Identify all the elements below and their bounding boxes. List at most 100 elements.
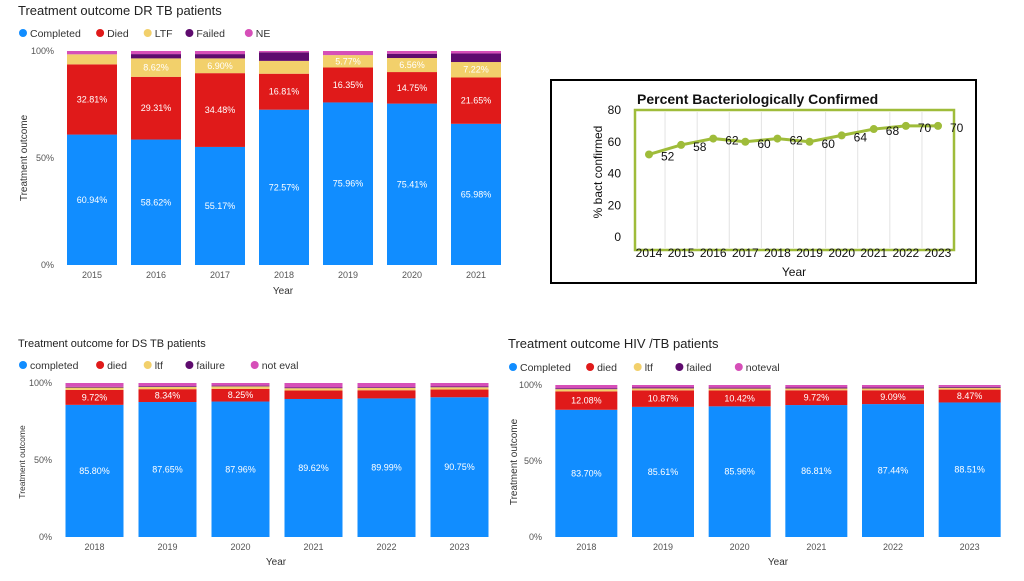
bar-segment-not-eval [211, 383, 270, 386]
data-label: 8.62% [143, 63, 169, 73]
y-tick-label: 0% [41, 260, 54, 270]
bact-point [709, 134, 718, 143]
data-label: 65.98% [461, 189, 492, 199]
hiv-x-axis-title: Year [768, 557, 789, 568]
bar-segment-died [862, 390, 924, 405]
data-label: 89.99% [371, 463, 402, 473]
bact-x-tick-label: 2014 [636, 246, 663, 260]
bact-x-tick-label: 2017 [732, 246, 759, 260]
bar-segment-ltf [259, 60, 309, 74]
bact-point-label: 62 [725, 134, 739, 148]
bar-segment-failed [131, 54, 181, 59]
bar-segment-not-eval [430, 383, 489, 387]
bar-segment-failed [632, 387, 694, 389]
bar-segment-noteval [938, 385, 1001, 387]
bar-segment-ltf [131, 58, 181, 77]
bact-point-label: 70 [918, 121, 932, 135]
bar-segment-died [785, 390, 848, 406]
bar-segment-ne [195, 51, 245, 55]
bact-x-tick-label: 2018 [764, 246, 791, 260]
bar-segment-completed [451, 123, 501, 266]
bar-segment-ltf [211, 386, 270, 389]
y-tick-label: 100% [31, 46, 54, 56]
bact-y-tick-label: 0 [614, 230, 621, 244]
bar-segment-ltf [451, 62, 501, 78]
bact-plot-area: 0 20 40 60 80 52 2014 58 2015 62 2016 60 2017 62 2018 6… [608, 103, 964, 260]
bar-segment-died [131, 76, 181, 140]
bar-segment-ltf [708, 388, 771, 391]
bar-segment-completed [555, 409, 618, 537]
bar-segment-completed [131, 139, 181, 265]
ds-plot-area: 0% 50% 100% 85.80% 9.72% 2018 87.65% 8.34% 2019 8… [29, 378, 489, 552]
bar-segment-completed [708, 406, 771, 537]
bact-x-tick-label: 2023 [925, 246, 952, 260]
data-label: 90.75% [444, 462, 475, 472]
bact-point-label: 60 [757, 137, 771, 151]
bar-segment-failed [708, 387, 771, 389]
legend-marker-4 [734, 363, 743, 371]
bar-segment-noteval [862, 385, 924, 388]
bact-point-label: 68 [886, 124, 900, 138]
bar-segment-died [67, 64, 117, 135]
bar-segment-completed [195, 146, 245, 265]
x-tick-label: 2019 [338, 270, 358, 280]
bact-point [805, 137, 814, 146]
bar-segment-died [430, 389, 489, 398]
legend-label-3: Failed [196, 28, 225, 40]
bact-point [901, 121, 910, 130]
bar-segment-completed [65, 404, 124, 537]
bact-y-axis-title: % bact confirmed [591, 126, 605, 219]
bact-point-label: 62 [789, 134, 803, 148]
bar-segment-ltf [67, 54, 117, 65]
bact-x-axis-title: Year [782, 265, 806, 279]
bar-segment-died [357, 390, 416, 399]
bar-segment-noteval [785, 385, 848, 388]
legend-label-3: failed [686, 362, 711, 374]
data-label: 6.90% [207, 61, 233, 71]
ds-y-axis-title: Treatment outcome [17, 425, 27, 499]
bar-segment-ne [387, 51, 437, 54]
data-label: 9.09% [880, 392, 906, 402]
bar-segment-ltf [387, 58, 437, 73]
dr-chart-title: Treatment outcome DR TB patients [18, 3, 222, 18]
y-tick-label: 50% [524, 456, 542, 466]
bar-segment-ltf [138, 386, 197, 390]
bar-segment-completed [862, 404, 924, 537]
bar-segment-failed [938, 386, 1001, 388]
legend-marker-2 [143, 361, 152, 369]
hiv-tb-chart: Treatment outcome HIV /TB patients Compl… [508, 336, 1001, 568]
bar-segment-completed [284, 398, 343, 537]
bar-segment-died [387, 72, 437, 104]
legend-label-1: died [597, 362, 617, 374]
bact-point [934, 121, 942, 130]
data-label: 16.35% [333, 80, 364, 90]
data-label: 88.51% [954, 465, 985, 475]
data-label: 9.72% [82, 392, 108, 402]
x-tick-label: 2021 [303, 542, 323, 552]
data-label: 87.96% [225, 464, 256, 474]
bar-segment-died [555, 391, 618, 410]
bact-y-tick-label: 20 [608, 198, 622, 212]
bar-segment-noteval [708, 385, 771, 388]
x-tick-label: 2020 [730, 542, 750, 552]
x-tick-label: 2018 [576, 542, 596, 552]
legend-label-4: not eval [262, 360, 299, 372]
bact-x-tick-label: 2022 [893, 246, 920, 260]
legend-label-2: ltf [645, 362, 653, 374]
bar-segment-failure [357, 387, 416, 388]
bar-segment-ne [67, 51, 117, 55]
bact-point [869, 125, 878, 134]
bar-segment-died [284, 390, 343, 399]
bact-point-label: 70 [950, 121, 964, 135]
legend-marker-2 [143, 29, 152, 37]
bact-x-tick-label: 2020 [828, 246, 855, 260]
bar-segment-completed [430, 397, 489, 537]
bar-segment-failure [284, 387, 343, 389]
bar-segment-failure [211, 385, 270, 387]
bar-segment-died [138, 389, 197, 403]
bar-segment-died [323, 67, 373, 103]
data-label: 29.31% [141, 103, 172, 113]
bar-segment-ne [131, 51, 181, 55]
bar-segment-failure [138, 386, 197, 387]
